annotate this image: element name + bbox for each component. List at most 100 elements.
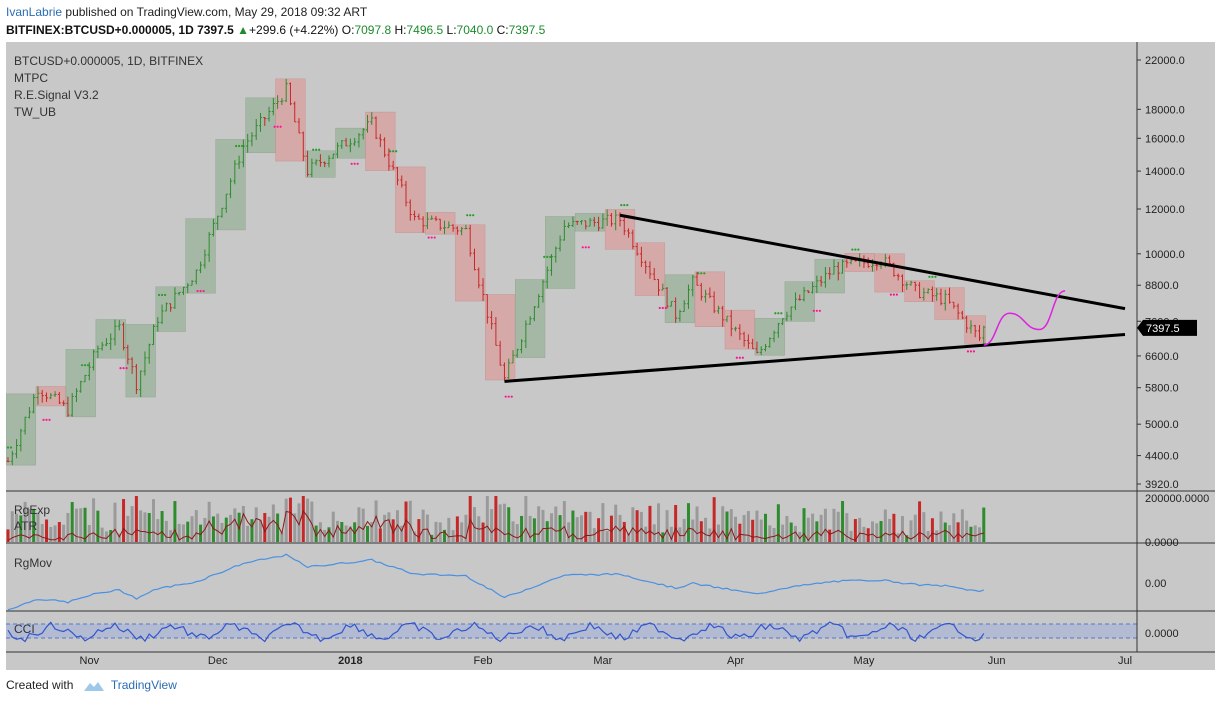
volume-bar [823,508,827,542]
volume-bar [969,526,973,542]
volume-bar [395,510,399,542]
last-price-marker [1137,319,1197,336]
volume-bar [32,508,36,542]
volume-bar [918,501,922,542]
volume-bar [45,519,49,542]
volume-bar [318,522,322,542]
created-with-text: Created with [6,678,74,692]
rgexp-label[interactable]: RgExp [14,503,51,517]
volume-bar [130,506,134,542]
volume-bar [935,530,939,542]
signal-box [694,271,725,327]
signal-dot [83,364,87,367]
cci-label[interactable]: CCI [14,622,35,636]
signal-dot [276,125,279,128]
signal-dot [42,418,45,421]
volume-bar [327,527,331,542]
atr-label[interactable]: ATR [14,519,38,533]
volume-bar [562,501,566,542]
chart-title: BTCUSD+0.000005, 1D, BITFINEX [14,54,204,68]
volume-bar [23,501,27,542]
volume-bar [977,527,981,542]
volume-bar [284,498,288,542]
header-bar: IvanLabrie published on TradingView.com,… [0,0,1221,42]
signal-dot [510,395,513,398]
volume-bar [481,522,485,542]
volume-bar [297,503,301,542]
indicator-resignal[interactable]: R.E.Signal V3.2 [14,88,99,102]
volume-bar [164,520,168,542]
signal-dot [433,236,436,239]
price-tick-label: 18000.0 [1145,104,1185,116]
volume-bar [134,496,138,542]
signal-dot [966,350,970,353]
signal-dot [469,214,472,217]
price-tick-label: 10000.0 [1145,249,1185,261]
volume-bar [811,513,815,542]
signal-dot [125,367,128,370]
volume-bar [579,515,583,542]
volume-bar [721,506,725,542]
cci-band [6,624,1137,638]
volume-bar [464,514,468,542]
volume-bar [956,522,960,542]
signal-dot [969,350,973,353]
indicator-mtpc[interactable]: MTPC [14,71,48,85]
volume-bar [965,520,969,542]
volume-bar [92,498,96,542]
signal-dot [318,148,321,151]
chart-canvas[interactable]: 22000.0 18000.0 16000.0 14000.0 12000.0 10000… [6,42,1215,670]
volume-bar [922,512,926,542]
signal-dot [549,255,552,258]
signal-dot [546,255,549,258]
volume-bar [152,499,156,542]
signal-dot [86,364,90,367]
author-link[interactable]: IvanLabrie [6,5,63,19]
volume-bar [143,512,147,542]
atr-line [7,509,984,542]
volume-bar [336,520,340,542]
volume-bar [276,513,280,542]
volume-bar [627,533,631,542]
cci-axis-zero: 0.0000 [1145,628,1179,640]
price-tick-label: 14000.0 [1145,166,1185,178]
volume-bar [57,522,61,542]
signal-dot [45,418,48,421]
volume-bar [310,501,314,542]
signal-dot [620,203,623,207]
volume-bar [759,519,763,542]
signal-box [784,281,815,322]
volume-bar [271,504,275,542]
tradingview-logo-icon [83,681,104,691]
signal-dot [196,289,199,293]
indicator-twub[interactable]: TW_UB [14,105,56,119]
volume-bar [875,523,879,542]
volume-bar [532,518,536,542]
volume-bar [905,535,909,542]
volume-bar [960,509,964,542]
volume-bar [413,531,417,542]
price-tick-label: 16000.0 [1145,133,1185,145]
trendline-upper [619,213,1126,311]
volume-bar [49,526,53,542]
volume-bar [511,521,515,542]
pane-frames [6,42,1215,653]
signal-dot [587,246,590,249]
volume-bar [704,517,708,542]
volume-bar [66,513,70,542]
signal-dot [700,272,703,275]
volume-bar [62,524,66,542]
open-label: O: [341,23,355,37]
symbol-info: BITFINEX:BTCUSD+0.000005, 1D 7397.5 ▲+29… [6,23,545,37]
volume-bar [746,511,750,542]
chart-frame[interactable]: 22000.0 18000.0 16000.0 14000.0 12000.0 10000… [6,42,1215,670]
volume-bar [357,507,361,542]
volume-bar [845,513,849,542]
rgmov-label[interactable]: RgMov [14,556,53,570]
volume-bar [567,522,571,542]
volume-bar [250,519,254,542]
volume-bar [764,513,768,542]
signal-box [544,216,576,289]
projection-path [983,290,1066,346]
tradingview-link[interactable]: TradingView [110,678,177,692]
